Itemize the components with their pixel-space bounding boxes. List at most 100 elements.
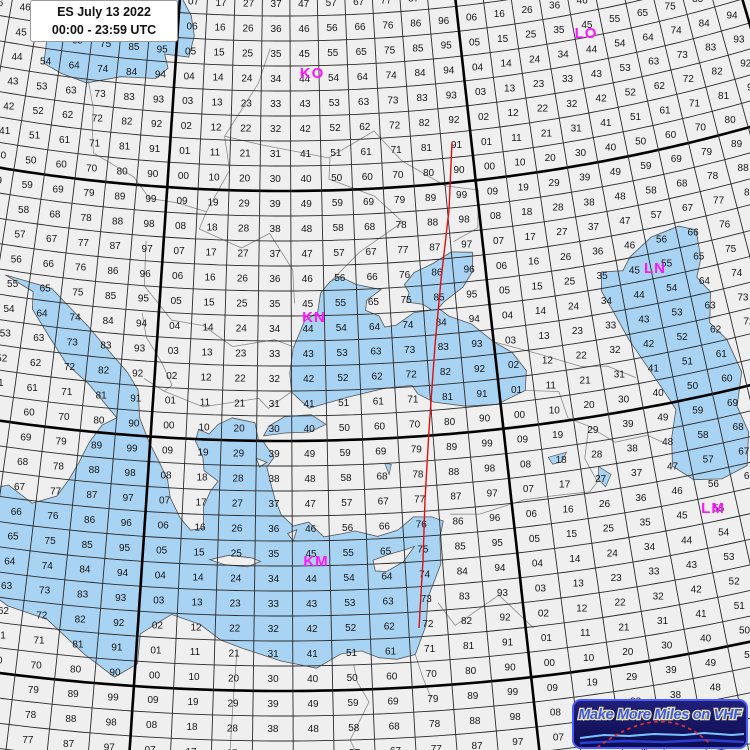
grid-square-number: 22 [240,124,252,135]
grid-square-number: 46 [20,3,32,14]
grid-square-number: 23 [241,99,253,110]
grid-square-number: 00 [149,670,161,681]
grid-square-number: 43 [299,99,311,110]
grid-square-number: 45 [676,511,688,522]
grid-square-number: 22 [614,598,626,609]
grid-square-number: 01 [481,137,493,148]
grid-square-number: 05 [171,296,183,307]
grid-square-number: 48 [301,224,313,235]
grid-square-number: 95 [441,41,453,52]
grid-square-number: 91 [502,638,514,649]
grid-square-number: 84 [457,566,469,577]
grid-square-number: 37 [271,0,283,10]
grid-square-number: 25 [564,277,576,288]
grid-square-number: 19 [187,697,199,708]
grid-square-number: 13 [573,579,585,590]
grid-square-number: 88 [448,467,460,478]
grid-square-number: 39 [267,699,279,710]
grid-square-number: 36 [592,247,604,258]
grid-square-number: 15 [497,34,509,45]
grid-square-number: 11 [210,148,221,159]
grid-square-number: 61 [0,631,6,642]
grid-square-number: 10 [514,158,526,169]
grid-square-number: 04 [184,71,196,82]
grid-square-number: 47 [301,249,313,260]
grid-square-number: 40 [307,674,319,685]
grid-square-number: 91 [451,140,463,151]
grid-square-number: 40 [605,143,617,154]
grid-square-number: 75 [665,1,677,12]
grid-parallel [0,589,750,642]
grid-square-number: 03 [182,96,194,107]
grid-square-number: 55 [713,503,725,514]
grid-square-number: 25 [236,299,248,310]
grid-square-number: 89 [731,139,743,150]
grid-square-number: 02 [478,112,490,123]
field-label-LO: LO [575,25,598,42]
grid-square-number: 44 [681,535,693,546]
grid-square-number: 53 [671,308,683,319]
grid-square-number: 37 [631,468,643,479]
grid-square-number: 59 [744,650,750,661]
grid-meridian [0,0,13,73]
grid-square-number: 90 [128,418,140,429]
grid-square-number: 97 [104,742,116,750]
grid-square-number: 65 [40,284,52,295]
grid-square-number: 11 [546,381,557,392]
grid-square-number: 43 [7,77,19,88]
border-line [450,491,590,515]
grid-square-number: 19 [207,198,219,209]
grid-square-number: 97 [461,240,473,251]
border-line [224,48,271,137]
grid-square-number: 06 [526,509,538,520]
grid-square-number: 86 [452,517,464,528]
grid-square-number: 57 [349,748,361,750]
grid-square-number: 38 [584,197,596,208]
grid-square-number: 50 [25,156,37,167]
mmmonvhf-banner[interactable]: Make More Miles on VHF [572,699,748,749]
grid-square-number: 68 [676,179,688,190]
grid-square-number: 70 [392,170,404,181]
grid-square-number: 51 [734,601,746,612]
grid-square-number: 27 [232,499,244,510]
grid-square-number: 22 [537,104,549,115]
grid-square-number: 16 [528,257,540,268]
grid-square-number: 91 [111,643,123,654]
grid-square-number: 45 [16,27,28,38]
grid-square-number: 53 [0,329,11,340]
grid-square-number: 06 [158,521,170,532]
grid-square-number: 44 [586,44,598,55]
grid-square-number: 87 [408,0,420,5]
grid-square-number: 35 [597,271,609,282]
grid-square-number: 68 [733,422,745,433]
grid-square-number: 60 [374,422,386,433]
grid-square-number: 45 [299,49,311,60]
grid-square-number: 67 [378,497,390,508]
grid-square-number: 65 [380,547,392,558]
grid-square-number: 24 [529,54,541,65]
grid-square-number: 60 [721,373,733,384]
grid-square-number: 57 [333,248,345,259]
grid-square-number: 13 [201,348,213,359]
grid-square-number: 32 [270,124,282,135]
grid-square-number: 14 [202,323,214,334]
grid-square-number: 14 [192,572,204,583]
grid-square-number: 73 [95,89,107,100]
grid-square-number: 35 [268,549,280,560]
grid-square-number: 01 [150,645,162,656]
grid-square-number: 08 [160,471,172,482]
grid-square-number: 58 [348,723,360,734]
grid-square-number: 82 [121,117,133,128]
grid-square-number: 44 [302,324,314,335]
grid-square-number: 49 [0,175,2,186]
grid-square-number: 69 [387,696,399,707]
grid-square-number: 71 [89,139,101,150]
grid-square-number: 72 [683,74,695,85]
grid-square-number: 82 [712,67,724,78]
grid-square-number: 99 [108,693,120,704]
grid-square-number: 63 [1,581,13,592]
grid-square-number: 19 [518,182,530,193]
grid-meridian [211,0,236,750]
grid-square-number: 76 [382,21,394,32]
grid-square-number: 32 [566,99,578,110]
